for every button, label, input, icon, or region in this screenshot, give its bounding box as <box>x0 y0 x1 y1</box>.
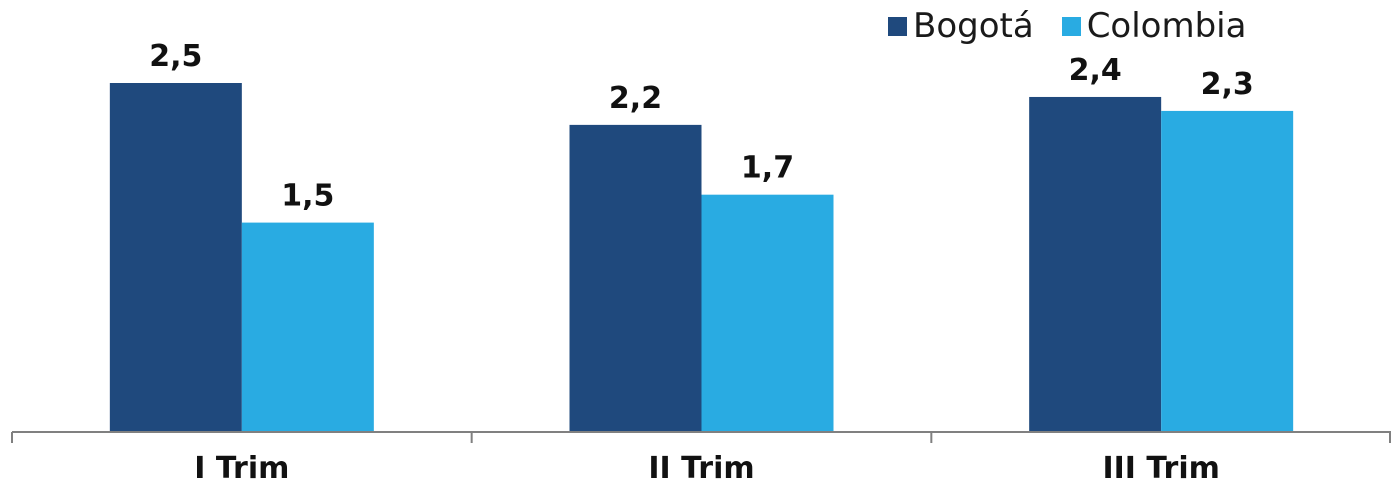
data-label-colombia-3: 2,3 <box>1201 67 1254 102</box>
legend-label-bogota: Bogotá <box>913 6 1034 46</box>
bar-bogota-2 <box>569 124 702 432</box>
legend-item-bogota: Bogotá <box>888 6 1034 46</box>
data-label-bogota-3: 2,4 <box>1069 53 1122 88</box>
legend-swatch-bogota <box>888 16 907 36</box>
data-label-colombia-1: 1,5 <box>281 179 334 214</box>
category-label-2: II Trim <box>648 451 754 482</box>
bar-colombia-1 <box>241 222 374 432</box>
bar-colombia-3 <box>1161 110 1294 433</box>
category-label-1: I Trim <box>194 451 289 482</box>
category-label-3: III Trim <box>1102 451 1219 482</box>
data-label-colombia-2: 1,7 <box>741 151 794 186</box>
bar-bogota-3 <box>1029 96 1162 433</box>
legend: Bogotá Colombia <box>888 6 1246 46</box>
bar-colombia-2 <box>701 194 834 432</box>
legend-item-colombia: Colombia <box>1061 6 1247 46</box>
bar-bogota-1 <box>109 83 242 432</box>
legend-label-colombia: Colombia <box>1086 6 1247 46</box>
legend-swatch-colombia <box>1061 16 1081 36</box>
data-label-bogota-1: 2,5 <box>149 39 202 74</box>
data-label-bogota-2: 2,2 <box>609 81 662 116</box>
